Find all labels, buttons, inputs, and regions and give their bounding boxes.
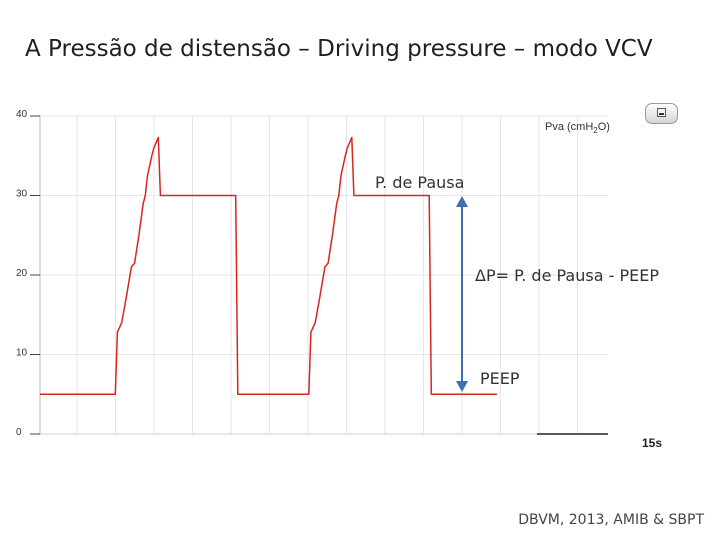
unit-label-sub: 2 [593,126,598,135]
minimize-window-icon [657,108,666,117]
y-tick-label: 40 [16,109,28,120]
pressure-series [40,136,497,396]
delta-arrow-down-head [456,381,468,392]
plateau-label: P. de Pausa [375,173,464,192]
series-line [40,136,497,396]
y-tick-labels: 0 10 20 30 40 [16,109,40,438]
y-unit-label: Pva (cmH2O) [545,121,610,135]
credit-text: DBVM, 2013, AMIB & SBPT [518,512,704,528]
unit-label-end: O) [598,121,610,133]
y-tick-label: 10 [16,348,28,359]
x-end-label: 15s [642,436,662,450]
y-tick-label: 20 [16,268,28,279]
annotations: P. de Pausa ΔP= P. de Pausa - PEEP PEEP [375,173,659,392]
slide-title: A Pressão de distensão – Driving pressur… [25,36,653,62]
peep-label: PEEP [480,369,520,388]
minimize-button[interactable] [645,103,678,124]
y-tick-label: 0 [16,427,22,438]
unit-label-main: Pva (cmH [545,121,593,133]
delta-p-label: ΔP= P. de Pausa - PEEP [475,266,659,285]
delta-arrow-up-head [456,196,468,207]
y-tick-label: 30 [16,189,28,200]
